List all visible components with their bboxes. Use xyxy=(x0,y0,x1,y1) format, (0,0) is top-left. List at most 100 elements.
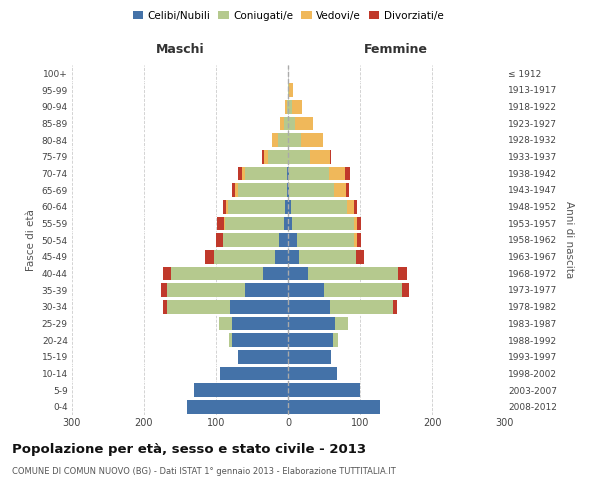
Bar xyxy=(393,300,397,314)
Bar xyxy=(310,150,330,164)
Bar xyxy=(278,133,288,147)
Bar xyxy=(161,283,167,297)
Bar xyxy=(287,183,288,197)
Bar xyxy=(357,216,361,230)
Bar xyxy=(353,200,357,213)
Bar xyxy=(214,250,275,264)
Bar xyxy=(226,200,227,213)
Bar xyxy=(288,316,335,330)
Bar xyxy=(288,116,295,130)
Bar xyxy=(220,366,288,380)
Bar xyxy=(288,250,299,264)
Bar xyxy=(284,216,288,230)
Bar xyxy=(357,233,361,247)
Bar xyxy=(287,166,288,180)
Bar xyxy=(288,350,331,364)
Bar xyxy=(205,250,214,264)
Bar xyxy=(187,400,288,413)
Bar xyxy=(217,216,224,230)
Bar xyxy=(167,300,230,314)
Text: Femmine: Femmine xyxy=(364,43,428,56)
Bar xyxy=(334,183,346,197)
Bar xyxy=(285,200,288,213)
Bar xyxy=(238,183,287,197)
Bar xyxy=(219,316,232,330)
Bar xyxy=(288,400,380,413)
Bar xyxy=(280,116,284,130)
Y-axis label: Fasce di età: Fasce di età xyxy=(26,209,36,271)
Bar xyxy=(235,183,238,197)
Bar xyxy=(354,216,357,230)
Bar xyxy=(268,150,288,164)
Bar xyxy=(345,166,350,180)
Bar xyxy=(287,100,288,114)
Bar xyxy=(402,283,409,297)
Bar xyxy=(232,316,288,330)
Bar xyxy=(194,383,288,397)
Bar xyxy=(238,166,242,180)
Bar xyxy=(335,316,348,330)
Bar xyxy=(170,266,263,280)
Bar xyxy=(275,250,288,264)
Bar xyxy=(227,200,285,213)
Bar xyxy=(163,266,170,280)
Bar xyxy=(330,150,331,164)
Bar xyxy=(346,183,349,197)
Bar xyxy=(292,100,302,114)
Bar xyxy=(292,216,354,230)
Bar xyxy=(280,233,288,247)
Bar xyxy=(288,233,296,247)
Bar xyxy=(288,383,360,397)
Bar xyxy=(295,116,313,130)
Bar xyxy=(263,150,268,164)
Bar xyxy=(163,300,167,314)
Text: Popolazione per età, sesso e stato civile - 2013: Popolazione per età, sesso e stato civil… xyxy=(12,442,366,456)
Bar xyxy=(229,333,232,347)
Bar xyxy=(296,233,354,247)
Bar xyxy=(224,216,284,230)
Bar xyxy=(284,116,288,130)
Bar xyxy=(288,283,324,297)
Bar xyxy=(232,333,288,347)
Bar xyxy=(245,283,288,297)
Bar xyxy=(398,266,407,280)
Bar xyxy=(288,333,332,347)
Bar xyxy=(242,166,245,180)
Bar xyxy=(308,266,398,280)
Bar xyxy=(288,100,292,114)
Bar xyxy=(238,350,288,364)
Bar xyxy=(288,183,289,197)
Bar xyxy=(230,300,288,314)
Legend: Celibi/Nubili, Coniugati/e, Vedovi/e, Divorziati/e: Celibi/Nubili, Coniugati/e, Vedovi/e, Di… xyxy=(128,6,448,25)
Bar xyxy=(356,250,364,264)
Bar xyxy=(272,133,278,147)
Bar xyxy=(288,366,337,380)
Text: Maschi: Maschi xyxy=(155,43,205,56)
Bar xyxy=(245,166,287,180)
Bar xyxy=(263,266,288,280)
Bar xyxy=(324,283,402,297)
Bar xyxy=(288,200,291,213)
Bar xyxy=(288,216,292,230)
Bar xyxy=(288,133,301,147)
Bar xyxy=(216,233,223,247)
Bar xyxy=(288,266,308,280)
Bar xyxy=(288,83,289,97)
Bar xyxy=(288,166,289,180)
Bar xyxy=(329,166,345,180)
Bar xyxy=(289,183,334,197)
Bar xyxy=(332,333,338,347)
Bar xyxy=(285,100,287,114)
Bar xyxy=(288,300,330,314)
Bar xyxy=(289,83,293,97)
Bar xyxy=(262,150,263,164)
Bar xyxy=(347,200,353,213)
Bar xyxy=(232,183,235,197)
Bar xyxy=(291,200,347,213)
Bar xyxy=(299,250,356,264)
Bar xyxy=(354,233,357,247)
Bar xyxy=(223,233,280,247)
Bar xyxy=(288,150,310,164)
Text: COMUNE DI COMUN NUOVO (BG) - Dati ISTAT 1° gennaio 2013 - Elaborazione TUTTITALI: COMUNE DI COMUN NUOVO (BG) - Dati ISTAT … xyxy=(12,468,396,476)
Bar xyxy=(289,166,329,180)
